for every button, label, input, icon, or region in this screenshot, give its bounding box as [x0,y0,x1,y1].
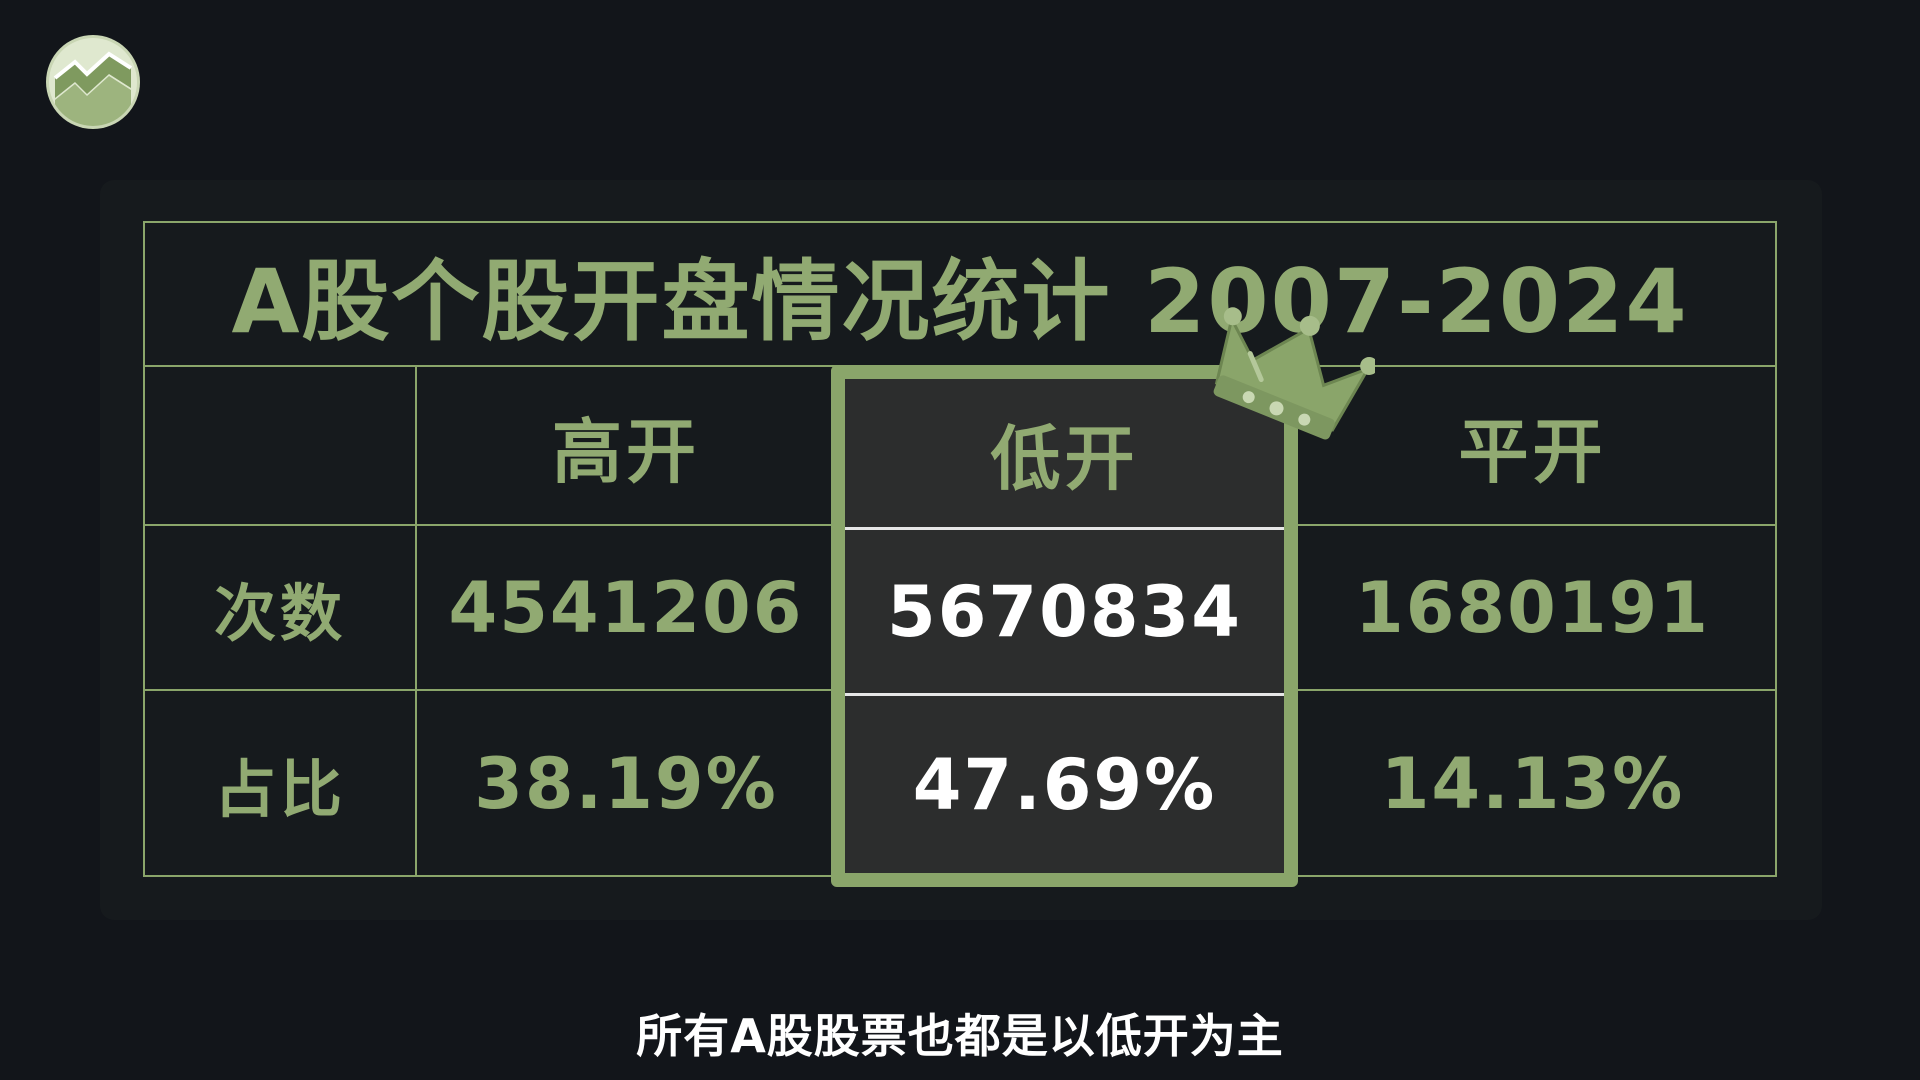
crown-icon [1205,300,1379,450]
header-gap-up: 高开 [552,411,700,493]
row-label-ratio: 占比 [213,753,346,826]
caption-subtitle: 所有A股股票也都是以低开为主 [636,1009,1284,1063]
gap-up-count: 4541206 [448,566,804,649]
gap-up-ratio: 38.19% [474,743,778,825]
header-gap-down: 低开 [990,417,1139,500]
flat-count: 1680191 [1355,566,1710,649]
highlight-divider [845,527,1284,530]
highlight-column-gap-down: 低开 5670834 47.69% [831,365,1298,887]
table-title: A股个股开盘情况统计 2007-2024 [231,249,1689,353]
gap-down-count: 5670834 [887,570,1242,653]
stats-table: A股个股开盘情况统计 2007-2024 高开 平开 次数 占比 4541206… [143,221,1777,877]
header-flat: 平开 [1458,411,1607,493]
grid-line [415,367,417,875]
gap-down-ratio: 47.69% [912,743,1217,826]
row-label-count: 次数 [213,576,346,650]
chart-logo-icon [49,38,137,126]
flat-ratio: 14.13% [1380,743,1685,825]
table-title-row: A股个股开盘情况统计 2007-2024 [145,223,1775,367]
highlight-divider [845,693,1284,696]
